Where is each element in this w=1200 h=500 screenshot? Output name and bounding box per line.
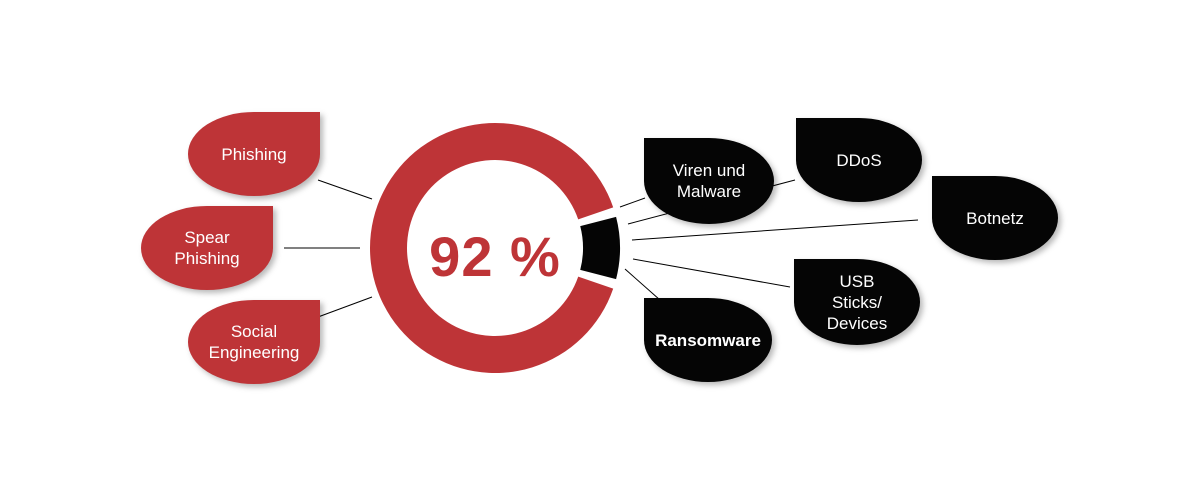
leaf-usb-devices: USB Sticks/ Devices bbox=[794, 259, 920, 345]
leaf-social-engineering: Social Engineering bbox=[188, 300, 320, 384]
connector-social-engineering bbox=[317, 296, 373, 318]
leaf-ddos: DDoS bbox=[796, 118, 922, 202]
connector-viren-malware-1 bbox=[619, 197, 646, 208]
leaf-viren-malware: Viren und Malware bbox=[644, 138, 774, 224]
connector-botnetz bbox=[631, 219, 919, 241]
leaf-social-engineering-label: Social Engineering bbox=[208, 322, 300, 362]
leaf-phishing-label: Phishing bbox=[221, 144, 287, 164]
donut-ring bbox=[370, 123, 620, 373]
connector-ransomware bbox=[624, 268, 661, 301]
center-percentage: 92 % bbox=[429, 224, 561, 288]
leaf-ransomware: Ransomware bbox=[644, 298, 772, 382]
connector-phishing bbox=[317, 179, 373, 200]
leaf-botnetz-label: Botnetz bbox=[966, 208, 1024, 228]
connector-usb bbox=[632, 258, 791, 288]
leaf-spear-phishing: Spear Phishing bbox=[141, 206, 273, 290]
ring-segment-rest bbox=[580, 216, 620, 280]
leaf-phishing: Phishing bbox=[188, 112, 320, 196]
leaf-spear-phishing-label: Spear Phishing bbox=[174, 228, 240, 268]
connector-lines bbox=[284, 179, 919, 318]
ring-segment-main bbox=[370, 123, 614, 373]
leaf-viren-malware-label: Viren und Malware bbox=[672, 161, 746, 201]
leaf-usb-devices-label: USB Sticks/ Devices bbox=[826, 271, 888, 333]
leaf-ddos-label: DDoS bbox=[836, 150, 882, 170]
leaf-ransomware-label: Ransomware bbox=[655, 330, 761, 350]
leaf-botnetz: Botnetz bbox=[932, 176, 1058, 260]
